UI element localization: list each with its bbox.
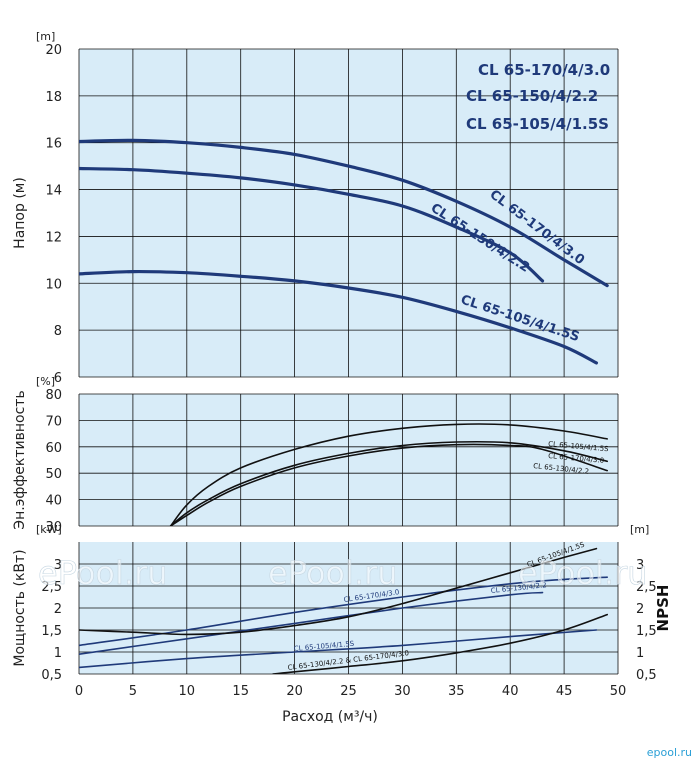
x-tick-label: 50 [610, 684, 627, 699]
x-tick-label: 40 [502, 684, 519, 699]
x-tick-label: 45 [556, 684, 573, 699]
curve-group-3 [79, 547, 608, 674]
y2-axis-title: NPSH [654, 585, 672, 632]
x-tick-label: 0 [75, 684, 83, 699]
y-tick-label: 10 [45, 277, 62, 292]
series-line [79, 166, 545, 283]
y-axis-title: Мощность (кВт) [12, 549, 28, 666]
series-line [169, 423, 608, 526]
y-tick-label: 50 [45, 467, 62, 482]
y2-tick-label: 1,5 [636, 624, 657, 639]
y-unit-label: [m] [36, 30, 55, 43]
y-tick-label: 6 [54, 371, 62, 386]
y-tick-label: 16 [45, 137, 62, 152]
y-tick-label: 40 [45, 494, 62, 509]
y-tick-label: 2,5 [41, 580, 62, 595]
y-axis-title: Напор (м) [12, 177, 28, 249]
watermark-text: ePool.ru [38, 554, 168, 592]
curve-group-1 [79, 138, 609, 365]
watermark-text: ePool.ru [518, 554, 648, 592]
curve-group-2 [169, 423, 608, 526]
x-axis-title: Расход (м³/ч) [282, 709, 378, 725]
y2-tick-label: 1 [636, 646, 644, 661]
x-tick-label: 35 [448, 684, 465, 699]
brand-logo: epool.ru [647, 746, 692, 759]
series-line [272, 613, 608, 674]
legend-entry: CL 65-105/4/1.5S [466, 115, 609, 133]
y-tick-label: 60 [45, 441, 62, 456]
y-tick-label: 1 [54, 646, 62, 661]
y-tick-label: 18 [45, 90, 62, 105]
y2-tick-label: 3 [636, 558, 644, 573]
legend-entry: CL 65-170/4/3.0 [478, 61, 610, 79]
series-line [79, 547, 598, 636]
y2-tick-label: 2 [636, 602, 644, 617]
y-tick-label: 2 [54, 602, 62, 617]
series-line [79, 576, 608, 647]
y-tick-label: 12 [45, 230, 62, 245]
series-line [79, 269, 598, 365]
x-tick-label: 15 [232, 684, 249, 699]
legend-entry: CL 65-150/4/2.2 [466, 87, 598, 105]
y-tick-label: 80 [45, 388, 62, 403]
x-tick-label: 30 [394, 684, 411, 699]
series-line [79, 138, 609, 288]
x-tick-label: 5 [129, 684, 137, 699]
y-tick-label: 1,5 [41, 624, 62, 639]
y-unit-label: [%] [36, 375, 55, 388]
series-line [79, 629, 598, 669]
y-tick-label: 14 [45, 184, 62, 199]
series-line [169, 443, 608, 526]
series-line [169, 440, 608, 526]
y-tick-label: 0,5 [41, 668, 62, 683]
y2-tick-label: 0,5 [636, 668, 657, 683]
y2-unit-label: [m] [630, 523, 649, 536]
x-tick-label: 10 [179, 684, 196, 699]
y-tick-label: 70 [45, 414, 62, 429]
y-tick-label: 20 [45, 43, 62, 58]
y-unit-label: [kW] [36, 523, 62, 536]
x-tick-label: 25 [340, 684, 357, 699]
y-tick-label: 8 [54, 324, 62, 339]
y-axis-title: Эн.эффективность [12, 390, 28, 529]
y2-tick-label: 2,5 [636, 580, 657, 595]
y-tick-label: 3 [54, 558, 62, 573]
watermark-text: ePool.ru [268, 554, 398, 592]
series-line [79, 591, 544, 655]
y-tick-label: 30 [45, 520, 62, 535]
x-tick-label: 20 [286, 684, 303, 699]
